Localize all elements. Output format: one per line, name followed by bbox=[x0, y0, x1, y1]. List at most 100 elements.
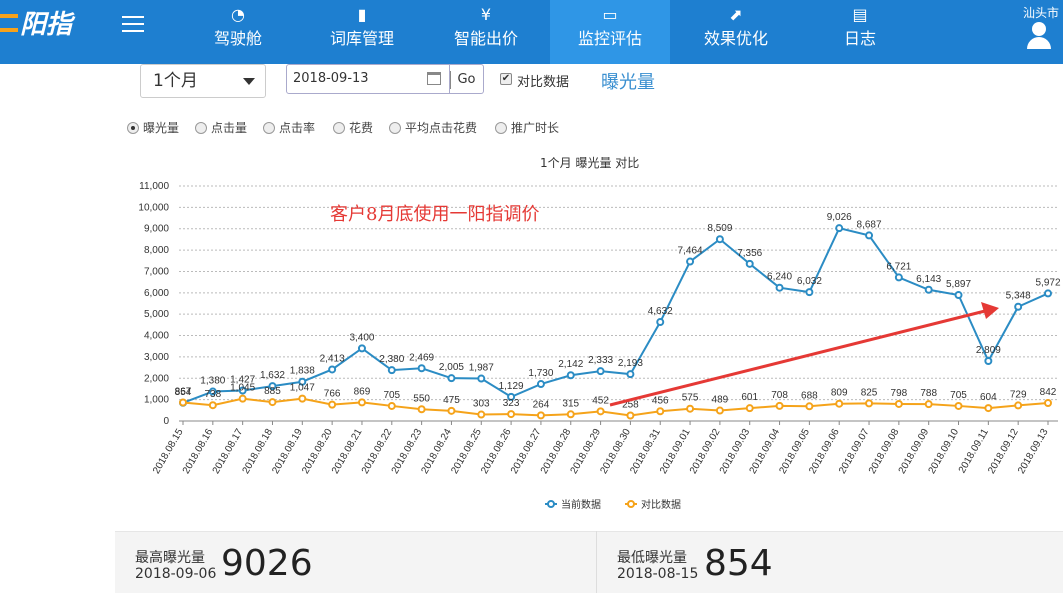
data-point bbox=[1044, 289, 1052, 298]
nav-item-smart-bidding[interactable]: ¥ 智能出价 bbox=[426, 0, 546, 64]
go-button[interactable]: Go bbox=[450, 64, 484, 94]
data-label: 575 bbox=[682, 393, 699, 404]
data-label: 1,045 bbox=[230, 383, 255, 394]
data-point bbox=[924, 285, 933, 294]
y-tick-label: 8,000 bbox=[144, 245, 169, 256]
data-label: 323 bbox=[503, 398, 520, 409]
data-point bbox=[745, 404, 754, 413]
data-label: 1,838 bbox=[290, 366, 315, 377]
radio-avg-cpc[interactable]: 平均点击花费 bbox=[389, 119, 477, 136]
x-tick-label: 2018.08.15 bbox=[151, 427, 186, 476]
data-point bbox=[1044, 399, 1052, 408]
data-label: 854 bbox=[175, 387, 192, 398]
compare-checkbox[interactable]: ✔ bbox=[500, 73, 512, 85]
nav-item-keyword-library[interactable]: ▮ 词库管理 bbox=[302, 0, 422, 64]
data-label: 2,333 bbox=[588, 355, 613, 366]
y-tick-label: 10,000 bbox=[138, 202, 169, 213]
radio-duration[interactable]: 推广时长 bbox=[495, 119, 559, 136]
x-tick-label: 2018.08.23 bbox=[390, 427, 425, 476]
data-label: 8,509 bbox=[707, 223, 732, 234]
radio-impressions[interactable]: 曝光量 bbox=[127, 119, 179, 136]
nav-label: 驾驶舱 bbox=[213, 29, 262, 48]
data-label: 885 bbox=[264, 386, 281, 397]
data-label: 452 bbox=[592, 395, 609, 406]
data-label: 842 bbox=[1040, 387, 1057, 398]
nav-item-monitoring[interactable]: ▭ 监控评估 bbox=[550, 0, 670, 64]
stats-divider bbox=[596, 531, 597, 593]
stats-panel bbox=[115, 531, 1063, 593]
data-label: 475 bbox=[443, 395, 460, 406]
radio-dot-icon bbox=[195, 122, 207, 134]
data-label: 2,469 bbox=[409, 352, 434, 363]
data-label: 550 bbox=[413, 393, 430, 404]
data-label: 2,809 bbox=[976, 345, 1001, 356]
data-label: 1,129 bbox=[499, 381, 524, 392]
data-point bbox=[656, 407, 665, 416]
data-point bbox=[805, 402, 814, 411]
data-label: 2,142 bbox=[558, 359, 583, 370]
y-tick-label: 2,000 bbox=[144, 373, 169, 384]
x-tick-label: 2018.09.10 bbox=[927, 427, 962, 476]
nav-label: 智能出价 bbox=[453, 29, 518, 48]
date-input[interactable]: 2018-09-13 bbox=[286, 64, 450, 94]
data-label: 708 bbox=[771, 390, 788, 401]
radio-ctr[interactable]: 点击率 bbox=[263, 119, 315, 136]
x-tick-label: 2018.08.24 bbox=[419, 427, 454, 476]
data-point bbox=[447, 406, 456, 415]
data-label: 738 bbox=[204, 389, 221, 400]
series-line bbox=[182, 397, 1049, 417]
nav-item-log[interactable]: ▤ 日志 bbox=[800, 0, 920, 64]
data-label: 601 bbox=[741, 392, 758, 403]
nav-label: 效果优化 bbox=[703, 29, 768, 48]
data-point bbox=[715, 406, 724, 415]
data-point bbox=[238, 394, 247, 403]
annotation-text: 客户8月底使用一阳指调价 bbox=[330, 204, 539, 225]
data-point bbox=[477, 410, 486, 419]
data-label: 5,348 bbox=[1006, 291, 1031, 302]
data-point bbox=[417, 405, 426, 414]
data-point bbox=[536, 380, 545, 389]
top-navbar: 阳指 ◔ 驾驶舱 ▮ 词库管理 ¥ 智能出价 ▭ 监控评估 ⬈ 效果优化 ▤ 日… bbox=[0, 0, 1063, 64]
data-point bbox=[835, 224, 844, 233]
x-tick-label: 2018.09.03 bbox=[718, 427, 753, 476]
radio-cost[interactable]: 花费 bbox=[333, 119, 373, 136]
radio-dot-icon bbox=[333, 122, 345, 134]
data-label: 1,380 bbox=[200, 376, 225, 387]
nav-label: 词库管理 bbox=[329, 29, 394, 48]
data-point bbox=[715, 235, 724, 244]
yen-icon: ¥ bbox=[480, 5, 492, 24]
x-tick-label: 2018.08.18 bbox=[241, 427, 276, 476]
data-point bbox=[865, 231, 874, 240]
period-select[interactable]: 1个月 bbox=[140, 64, 266, 98]
hamburger-menu-icon[interactable] bbox=[122, 16, 144, 34]
data-point bbox=[686, 404, 695, 413]
data-point bbox=[328, 400, 337, 409]
data-point bbox=[894, 399, 903, 408]
data-point bbox=[447, 374, 456, 383]
data-label: 2,380 bbox=[379, 354, 404, 365]
data-point bbox=[179, 398, 187, 407]
data-point bbox=[656, 318, 665, 327]
data-label: 2,193 bbox=[618, 358, 643, 369]
impressions-line-chart: 0 1,000 2,000 3,000 4,000 5,000 6,000 7,000 8,00… bbox=[138, 181, 1061, 511]
radio-clicks[interactable]: 点击量 bbox=[195, 119, 247, 136]
x-tick-label: 2018.09.02 bbox=[688, 427, 723, 476]
data-point bbox=[507, 392, 516, 401]
nav-item-cockpit[interactable]: ◔ 驾驶舱 bbox=[178, 0, 298, 64]
data-label: 869 bbox=[354, 386, 371, 397]
nav-item-optimization[interactable]: ⬈ 效果优化 bbox=[676, 0, 796, 64]
data-point bbox=[894, 273, 903, 282]
data-label: 867 bbox=[175, 386, 192, 397]
x-tick-label: 2018.08.27 bbox=[509, 427, 544, 476]
data-label: 489 bbox=[712, 395, 729, 406]
data-label: 8,687 bbox=[857, 219, 882, 230]
y-tick-label: 9,000 bbox=[144, 224, 169, 235]
user-avatar-icon[interactable] bbox=[1025, 22, 1053, 50]
data-point bbox=[805, 288, 814, 297]
calendar-icon[interactable] bbox=[427, 72, 441, 85]
x-tick-label: 2018.09.13 bbox=[1016, 427, 1051, 476]
brand-logo[interactable]: 阳指 bbox=[0, 0, 108, 64]
y-tick-label: 11,000 bbox=[139, 181, 169, 192]
x-tick-label: 2018.08.19 bbox=[270, 427, 305, 476]
